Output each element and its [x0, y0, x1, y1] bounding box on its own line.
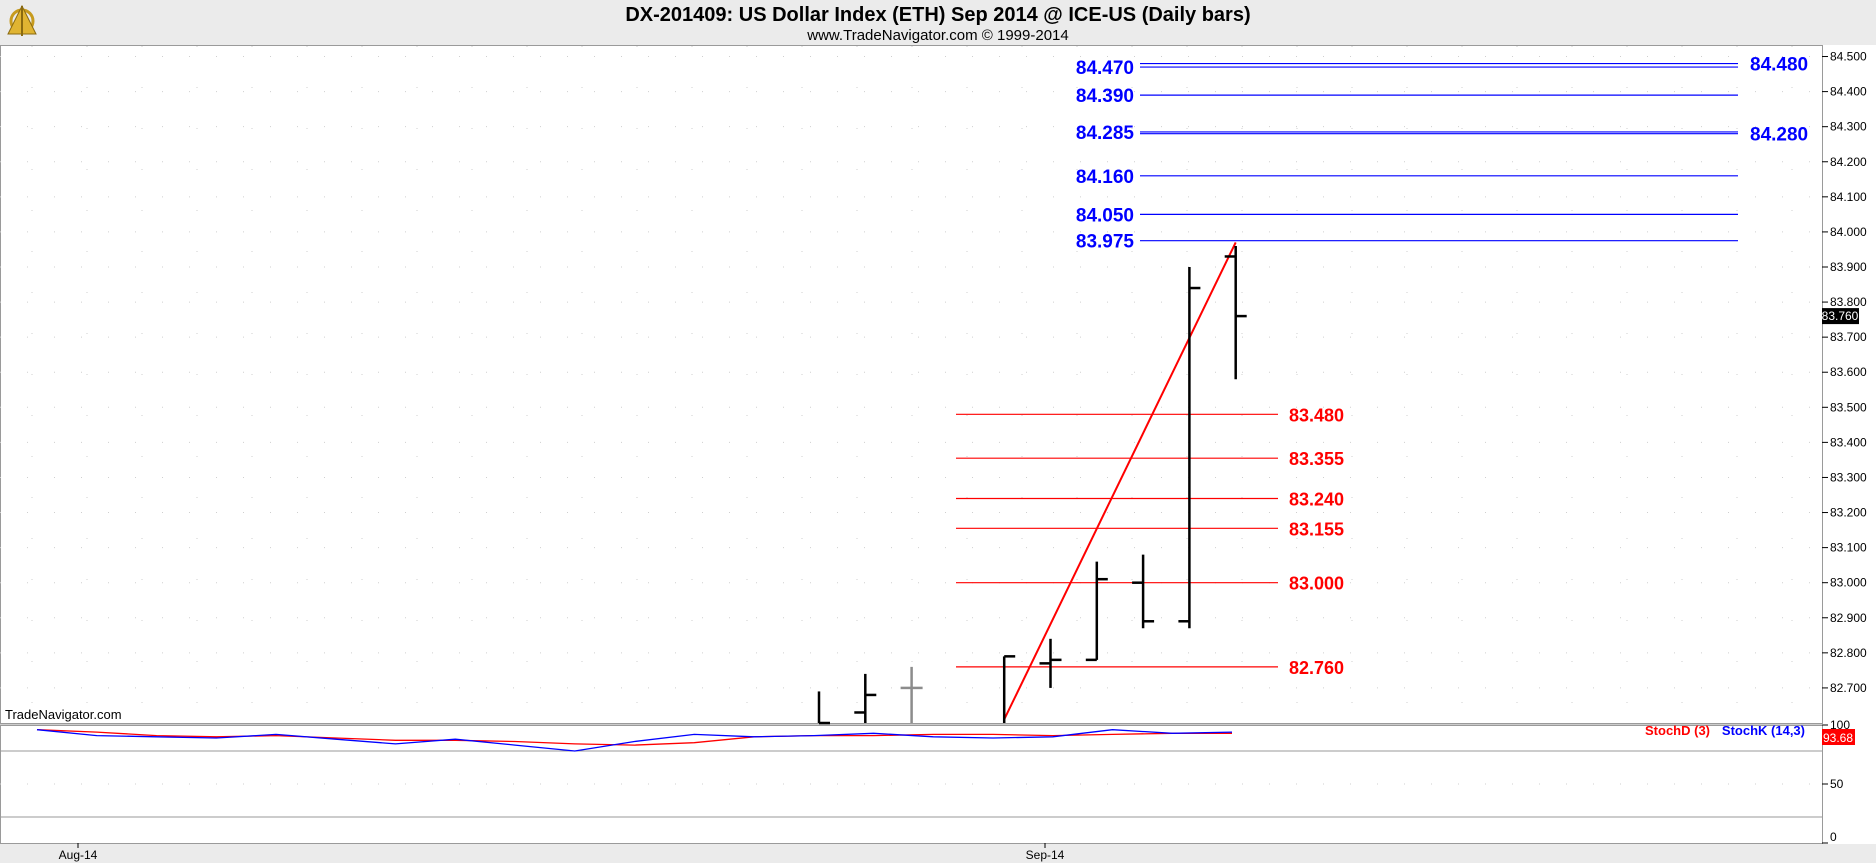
stoch-grid — [0, 750, 1822, 818]
last-price-tag: 83.760 — [1822, 308, 1859, 325]
legend-stochd: StochD (3) — [1645, 723, 1710, 738]
support-label: 83.000 — [1289, 574, 1344, 594]
last-price-label: 83.760 — [1822, 309, 1859, 323]
price-y-tick-label: 83.600 — [1830, 365, 1867, 379]
price-y-tick-label: 84.300 — [1830, 120, 1867, 134]
price-y-tick-label: 83.200 — [1830, 506, 1867, 520]
resistance-label: 84.160 — [1076, 167, 1134, 188]
price-y-tick-label: 83.500 — [1830, 400, 1867, 414]
resistance-label: 84.390 — [1076, 86, 1134, 107]
x-axis: Aug-14 Sep-14 — [59, 843, 1065, 862]
ohlc-bars — [817, 245, 1247, 725]
price-y-tick-label: 84.200 — [1830, 155, 1867, 169]
price-y-tick-label: 84.400 — [1830, 85, 1867, 99]
resistance-right-label: 84.280 — [1750, 125, 1808, 146]
price-y-tick-label: 83.100 — [1830, 541, 1867, 555]
stoch-series-line — [36, 729, 1233, 752]
resistance-label: 83.975 — [1076, 232, 1135, 253]
resistance-right-label: 84.480 — [1750, 55, 1808, 76]
stochastic-series — [36, 729, 1233, 752]
watermark-text: TradeNavigator.com — [5, 707, 122, 722]
support-label: 83.240 — [1289, 490, 1344, 510]
resistance-levels: 84.470 84.390 84.285 84.160 84.050 83.975 84.4… — [1076, 55, 1808, 253]
support-label: 83.155 — [1289, 519, 1344, 539]
stoch-panel-frame — [0, 725, 1823, 844]
stoch-last-label: 93.68 — [1823, 731, 1853, 745]
price-y-tick-label: 84.100 — [1830, 190, 1867, 204]
price-y-axis: 84.500 84.400 84.300 84.200 84.100 84.000 83.9… — [1822, 50, 1867, 695]
price-y-tick-label: 84.000 — [1830, 225, 1867, 239]
price-y-tick-label: 83.900 — [1830, 260, 1867, 274]
price-y-tick-label: 83.400 — [1830, 435, 1867, 449]
trend-line-group — [1003, 241, 1237, 720]
price-y-tick-label: 83.000 — [1830, 576, 1867, 590]
last-price-box — [1822, 308, 1859, 325]
trend-line — [1003, 241, 1237, 720]
price-y-tick-label: 83.800 — [1830, 295, 1867, 309]
price-panel-frame — [0, 45, 1823, 724]
stoch-y-tick-label: 100 — [1830, 718, 1850, 732]
resistance-label: 84.050 — [1076, 205, 1134, 226]
header-band — [0, 0, 1876, 45]
stoch-last-box — [1822, 729, 1855, 745]
chart-subtitle: www.TradeNavigator.com © 1999-2014 — [806, 27, 1068, 44]
legend-stochk: StochK (14,3) — [1722, 723, 1805, 738]
stoch-y-axis: 100 50 0 — [1822, 718, 1850, 844]
support-label: 83.480 — [1289, 405, 1344, 425]
price-y-tick-label: 84.500 — [1830, 50, 1867, 64]
resistance-label: 84.285 — [1076, 123, 1135, 144]
support-label: 83.355 — [1289, 449, 1344, 469]
stoch-last-tag: 93.68 — [1822, 729, 1855, 745]
support-label: 82.760 — [1289, 658, 1344, 678]
stoch-y-tick-label: 50 — [1830, 777, 1844, 791]
price-y-tick-label: 83.700 — [1830, 330, 1867, 344]
support-levels: 83.480 83.355 83.240 83.155 83.000 82.760 — [956, 405, 1344, 678]
price-y-tick-label: 82.800 — [1830, 646, 1867, 660]
x-tick-label: Aug-14 — [59, 848, 98, 862]
x-tick-label: Sep-14 — [1026, 848, 1065, 862]
price-y-tick-label: 82.900 — [1830, 611, 1867, 625]
resistance-label: 84.470 — [1076, 58, 1134, 79]
price-y-tick-label: 83.300 — [1830, 470, 1867, 484]
sextant-icon — [7, 4, 37, 36]
price-y-tick-label: 82.700 — [1830, 681, 1867, 695]
chart-title: DX-201409: US Dollar Index (ETH) Sep 201… — [625, 4, 1250, 26]
stoch-y-tick-label: 0 — [1830, 830, 1837, 844]
x-axis-band — [0, 844, 1876, 863]
